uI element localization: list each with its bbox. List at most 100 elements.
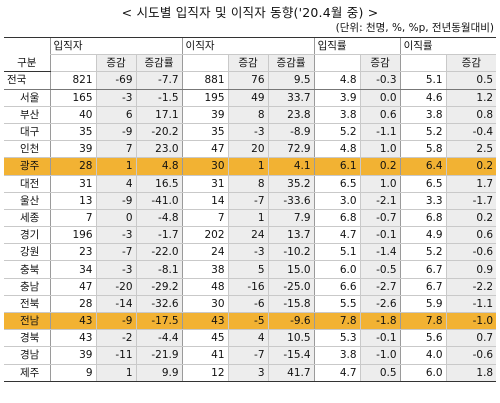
value-cell: 4	[227, 329, 269, 348]
value-cell: 9.9	[135, 364, 183, 382]
value-cell: -1.8	[359, 312, 401, 331]
value-cell: -1.1	[445, 295, 497, 314]
value-cell: 40	[49, 106, 96, 124]
value-cell: -25.0	[267, 278, 315, 296]
value-cell: 5.3	[313, 329, 361, 348]
value-cell: 17.1	[135, 106, 183, 124]
value-cell: 881	[181, 71, 229, 90]
value-cell: 5.2	[399, 243, 447, 262]
table-row: 전국 821 -69 -7.7 881 76 9.5 4.8 -0.3 5.1 0.5	[4, 71, 497, 90]
value-cell: 3.3	[399, 192, 447, 210]
value-cell: 1.0	[359, 175, 401, 193]
value-cell: -69	[95, 71, 136, 90]
subheader-change: 증감	[359, 54, 401, 73]
value-cell: 3.8	[313, 346, 361, 365]
value-cell: 1	[227, 209, 269, 228]
value-cell: 6.8	[399, 209, 447, 228]
value-cell: 47	[49, 278, 96, 296]
subheader-blank	[49, 54, 96, 73]
subheader-change: 증감	[445, 54, 497, 73]
value-cell: 35	[181, 123, 229, 142]
value-cell: -11	[95, 346, 136, 365]
value-cell: 7	[95, 140, 136, 159]
value-cell: 43	[181, 312, 229, 331]
value-cell: -1.1	[359, 123, 401, 142]
value-cell: 0.8	[445, 106, 497, 124]
value-cell: -0.3	[359, 71, 401, 90]
value-cell: -41.0	[135, 192, 183, 210]
value-cell: -32.6	[135, 295, 183, 314]
value-cell: 6.0	[399, 364, 447, 382]
group-header-separation-rate: 이직률	[399, 36, 497, 56]
value-cell: 0.5	[445, 71, 497, 90]
table-row: 전남 43 -9 -17.5 43 -5 -9.6 7.8 -1.8 7.8 -1.0	[4, 312, 497, 331]
value-cell: 0.6	[445, 226, 497, 245]
value-cell: 6.4	[399, 157, 447, 176]
value-cell: 48	[181, 278, 229, 296]
value-cell: 33.7	[267, 89, 315, 107]
region-name-cell: 강원	[4, 243, 50, 262]
value-cell: 38	[181, 260, 229, 279]
table-row: 울산 13 -9 -41.0 14 -7 -33.6 3.0 -2.1 3.3 -1.7	[4, 192, 497, 210]
table-title: < 시도별 입직자 및 이직자 동향('20.4월 중) >	[121, 5, 379, 20]
value-cell: 20	[227, 140, 269, 159]
value-cell: 0.6	[359, 106, 401, 124]
value-cell: -1.4	[359, 243, 401, 262]
value-cell: -0.4	[445, 123, 497, 142]
value-cell: 4.8	[313, 71, 361, 90]
value-cell: -3	[95, 89, 136, 107]
table-row: 충북 34 -3 -8.1 38 5 15.0 6.0 -0.5 6.7 0.9	[4, 260, 497, 279]
value-cell: -2.2	[445, 278, 497, 296]
value-cell: 9	[49, 364, 96, 382]
value-cell: 7.8	[313, 312, 361, 331]
table-row: 전북 28 -14 -32.6 30 -6 -15.8 5.5 -2.6 5.9 -1.1	[4, 295, 497, 314]
value-cell: 1.8	[445, 364, 497, 382]
group-header-separations: 이직자	[181, 36, 315, 56]
subheader-blank	[181, 54, 229, 73]
region-name-cell: 대구	[4, 123, 50, 142]
value-cell: 6.1	[313, 157, 361, 176]
table-row: 대전 31 4 16.5 31 8 35.2 6.5 1.0 6.5 1.7	[4, 175, 497, 193]
value-cell: 4.8	[313, 140, 361, 159]
value-cell: 9.5	[267, 71, 315, 90]
header-row-groups: 구분 입직자 이직자 입직률 이직률	[4, 36, 497, 73]
value-cell: 34	[49, 260, 96, 279]
value-cell: 23.8	[267, 106, 315, 124]
value-cell: 7.9	[267, 209, 315, 228]
value-cell: -8.1	[135, 260, 183, 279]
regional-stats-table: 구분 입직자 이직자 입직률 이직률 증감 증감률 증감 증감률 증감 증감 전…	[4, 36, 497, 382]
region-name-cell: 경북	[4, 329, 50, 348]
value-cell: 24	[227, 226, 269, 245]
subheader-blank	[313, 54, 361, 73]
value-cell: 6.7	[399, 260, 447, 279]
region-name-cell: 부산	[4, 106, 50, 124]
table-row: 광주 28 1 4.8 30 1 4.1 6.1 0.2 6.4 0.2	[4, 157, 497, 176]
region-name-cell: 서울	[4, 89, 50, 107]
value-cell: 30	[181, 295, 229, 314]
value-cell: 4.9	[399, 226, 447, 245]
region-name-cell: 울산	[4, 192, 50, 210]
value-cell: 1	[227, 157, 269, 176]
value-cell: -9	[95, 312, 136, 331]
value-cell: -2.7	[359, 278, 401, 296]
value-cell: -0.7	[359, 209, 401, 228]
value-cell: 6.7	[399, 278, 447, 296]
value-cell: 13.7	[267, 226, 315, 245]
subheader-rate: 증감률	[267, 54, 315, 73]
value-cell: -4.8	[135, 209, 183, 228]
value-cell: -21.9	[135, 346, 183, 365]
table-row: 세종 7 0 -4.8 7 1 7.9 6.8 -0.7 6.8 0.2	[4, 209, 497, 228]
value-cell: 41.7	[267, 364, 315, 382]
value-cell: 195	[181, 89, 229, 107]
group-header-hire-rate: 입직률	[313, 36, 401, 56]
value-cell: 35	[49, 123, 96, 142]
value-cell: 1.0	[359, 140, 401, 159]
value-cell: -1.0	[445, 312, 497, 331]
table-row: 충남 47 -20 -29.2 48 -16 -25.0 6.6 -2.7 6.7 -2.2	[4, 278, 497, 296]
table-body: 전국 821 -69 -7.7 881 76 9.5 4.8 -0.3 5.1 0.5 서울 165 -3…	[4, 71, 497, 382]
value-cell: 23	[49, 243, 96, 262]
value-cell: 4.0	[399, 346, 447, 365]
value-cell: -1.5	[135, 89, 183, 107]
value-cell: 6.5	[313, 175, 361, 193]
